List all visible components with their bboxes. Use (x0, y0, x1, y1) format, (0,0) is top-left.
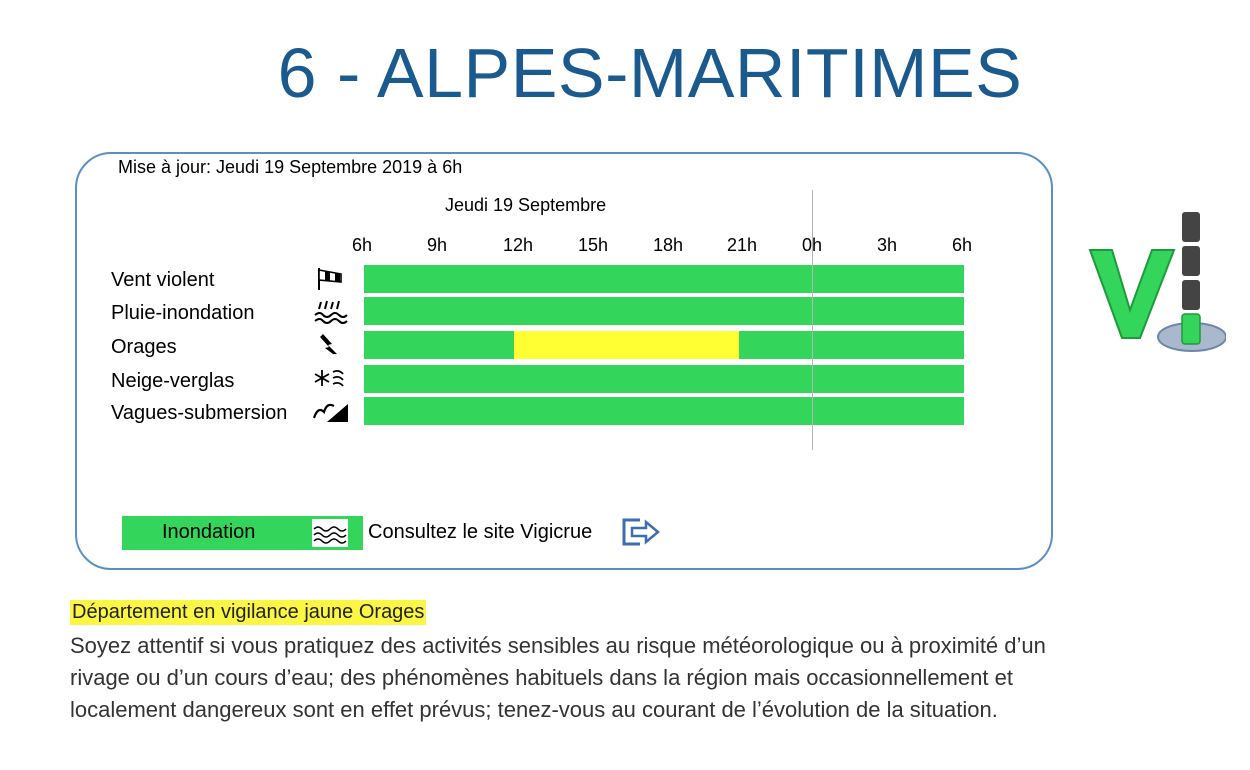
vigilance-panel (75, 152, 1053, 570)
yellow-alert-segment (514, 331, 739, 359)
hour-label: 18h (652, 235, 684, 255)
row-label-neige-verglas: Neige-verglas (111, 370, 235, 392)
hour-label: 12h (502, 235, 534, 255)
windsock-icon (313, 266, 349, 292)
timeline-bar-pluie-inondation (364, 297, 964, 325)
timeline-bar-orages (364, 331, 964, 359)
timeline-bar-vent-violent (364, 265, 964, 293)
day-label: Jeudi 19 Septembre (445, 195, 607, 215)
external-link-icon[interactable] (622, 516, 660, 548)
hour-label: 6h (951, 235, 973, 255)
row-label-vent-violent: Vent violent (111, 269, 215, 291)
timeline-bar-neige-verglas (364, 365, 964, 393)
hour-label: 9h (426, 235, 448, 255)
lightning-icon (313, 332, 349, 358)
vigicrue-link[interactable]: Consultez le site Vigicrue (368, 521, 593, 543)
rain-flood-icon (313, 299, 349, 325)
snow-ice-icon (313, 366, 349, 392)
hour-label: 3h (876, 235, 898, 255)
timeline-bar-vagues-submersion (364, 397, 964, 425)
vigilance-headline: Département en vigilance jaune Orages (70, 600, 427, 625)
midnight-divider (812, 190, 813, 450)
page-title: 6 - ALPES-MARITIMES (277, 34, 1023, 112)
vigilance-logo (1088, 210, 1227, 355)
vigilance-advice-text: Soyez attentif si vous pratiquez des act… (70, 633, 1046, 722)
hour-label: 21h (726, 235, 758, 255)
row-label-orages: Orages (111, 336, 177, 358)
flood-wave-icon (312, 519, 348, 547)
row-label-pluie-inondation: Pluie-inondation (111, 302, 255, 324)
inondation-label: Inondation (162, 521, 256, 543)
update-timestamp: Mise à jour: Jeudi 19 Septembre 2019 à 6… (118, 157, 463, 177)
wave-icon (312, 398, 349, 424)
row-label-vagues-submersion: Vagues-submersion (111, 402, 288, 424)
hour-label: 6h (351, 235, 373, 255)
hour-label: 15h (577, 235, 609, 255)
